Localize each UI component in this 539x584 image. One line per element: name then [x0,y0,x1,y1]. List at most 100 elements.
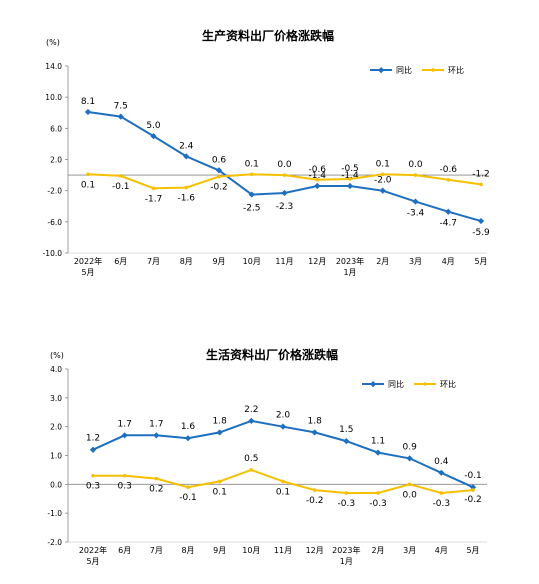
x-tick-label-line: 5月 [86,557,99,566]
data-label: -1.2 [472,169,490,179]
data-label: 5.0 [146,121,161,131]
data-label: -0.3 [433,499,451,509]
x-tick-label-line: 3月 [403,546,416,555]
data-label: -0.1 [464,471,482,481]
x-tick-label: 2023年 1月 [332,545,360,566]
data-label: -1.6 [177,194,195,204]
data-label: -0.3 [369,499,387,509]
series-marker [248,417,255,425]
x-tick-label-line: 12月 [306,546,324,555]
x-tick-label: 9月 [213,546,226,555]
series-marker [153,432,160,439]
x-tick-label: 10月 [243,257,261,266]
series-marker [121,432,128,439]
data-label: -0.6 [308,165,326,175]
x-tick-label-line: 7月 [150,546,163,555]
x-tick-label: 2022年 5月 [74,256,102,277]
legend-label: 同比 [396,65,412,75]
data-label: 0.4 [434,457,449,467]
x-tick-label-line: 5月 [81,268,94,277]
data-label: 0.5 [244,454,258,464]
series-marker [311,429,318,436]
series-marker [118,174,123,178]
series-marker [315,177,320,182]
y-tick-label: 3.0 [50,394,62,403]
data-label: 0.2 [149,485,163,495]
data-label: 2.4 [179,141,194,151]
series-marker [183,153,190,160]
data-label: 2.0 [276,411,291,421]
data-label: 0.0 [277,160,292,170]
x-tick-label: 6月 [114,257,127,266]
x-tick-label-line: 10月 [242,546,260,555]
data-label: 0.0 [403,490,418,500]
data-label: 0.1 [376,159,390,169]
series-marker [249,468,254,472]
x-tick-label: 2023年 1月 [336,256,364,277]
data-label: 0.1 [245,159,259,169]
series-marker [184,435,192,442]
legend-marker [370,381,377,388]
series-marker [407,482,412,487]
data-label: 2.2 [244,405,258,415]
data-label: -0.5 [341,164,359,174]
series-marker [346,182,354,190]
series-marker [446,177,451,182]
data-label: -0.2 [306,496,324,506]
x-tick-label: 5月 [466,546,479,555]
series-marker [312,488,317,492]
x-tick-label-line: 2023年 [332,545,360,555]
series-marker [217,479,222,484]
series-marker [122,473,127,478]
x-tick-label-line: 3月 [409,257,422,266]
data-label: -4.7 [439,219,457,229]
legend-label: 环比 [448,65,464,75]
y-tick-label: -2.0 [47,187,62,196]
series-marker [186,485,190,490]
x-tick-label: 2月 [371,546,384,555]
x-tick-label: 7月 [150,546,163,555]
series-marker [117,113,124,120]
x-tick-label-line: 11月 [274,546,292,555]
series-marker [89,446,97,453]
y-tick-label: -6.0 [47,218,62,227]
data-label: 0.6 [212,155,227,165]
legend-marker [431,68,435,72]
data-label: 0.1 [213,487,227,497]
data-label: 1.2 [86,434,100,444]
chart-title: 生产资料出厂价格涨跌幅 [202,28,334,43]
series-marker [445,208,452,215]
legend-label: 同比 [388,379,404,389]
data-label: 0.0 [408,160,423,170]
x-tick-label-line: 2022年 [74,256,102,266]
x-tick-label-line: 1月 [343,268,356,277]
series-marker [344,491,349,495]
chart-consumer-goods: 生活资料出厂价格涨跌幅 (%) 4.0 3.0 2.0 1.0 0.0 -1.0 -2.0 202… [47,347,487,566]
series-marker [86,172,90,177]
x-tick-label: 7月 [147,257,160,266]
data-label: -1.4 [341,171,359,181]
x-tick-label: 9月 [212,257,225,266]
x-tick-label-line: 5月 [474,257,487,266]
series-marker [281,479,285,484]
series-marker [479,182,483,187]
data-label: 1.8 [213,416,228,426]
x-tick-label: 2022年 5月 [79,545,107,566]
data-label: 1.8 [308,416,323,426]
x-tick-label-line: 12月 [308,257,326,266]
legend-marker [423,382,427,386]
series-marker [217,174,221,179]
x-tick-label: 3月 [409,257,422,266]
x-tick-label: 3月 [403,546,416,555]
legend-marker [378,67,385,74]
y-tick-label: 4.0 [50,365,62,374]
x-tick-label: 5月 [474,257,487,266]
x-tick-label: 8月 [180,257,193,266]
series-marker [413,173,418,177]
data-label: -0.2 [210,183,228,193]
x-tick-label: 4月 [442,257,455,266]
data-label: -2.3 [276,202,294,212]
data-label: -1.4 [308,171,326,181]
data-label: 1.7 [118,419,132,429]
series-marker [439,491,444,495]
